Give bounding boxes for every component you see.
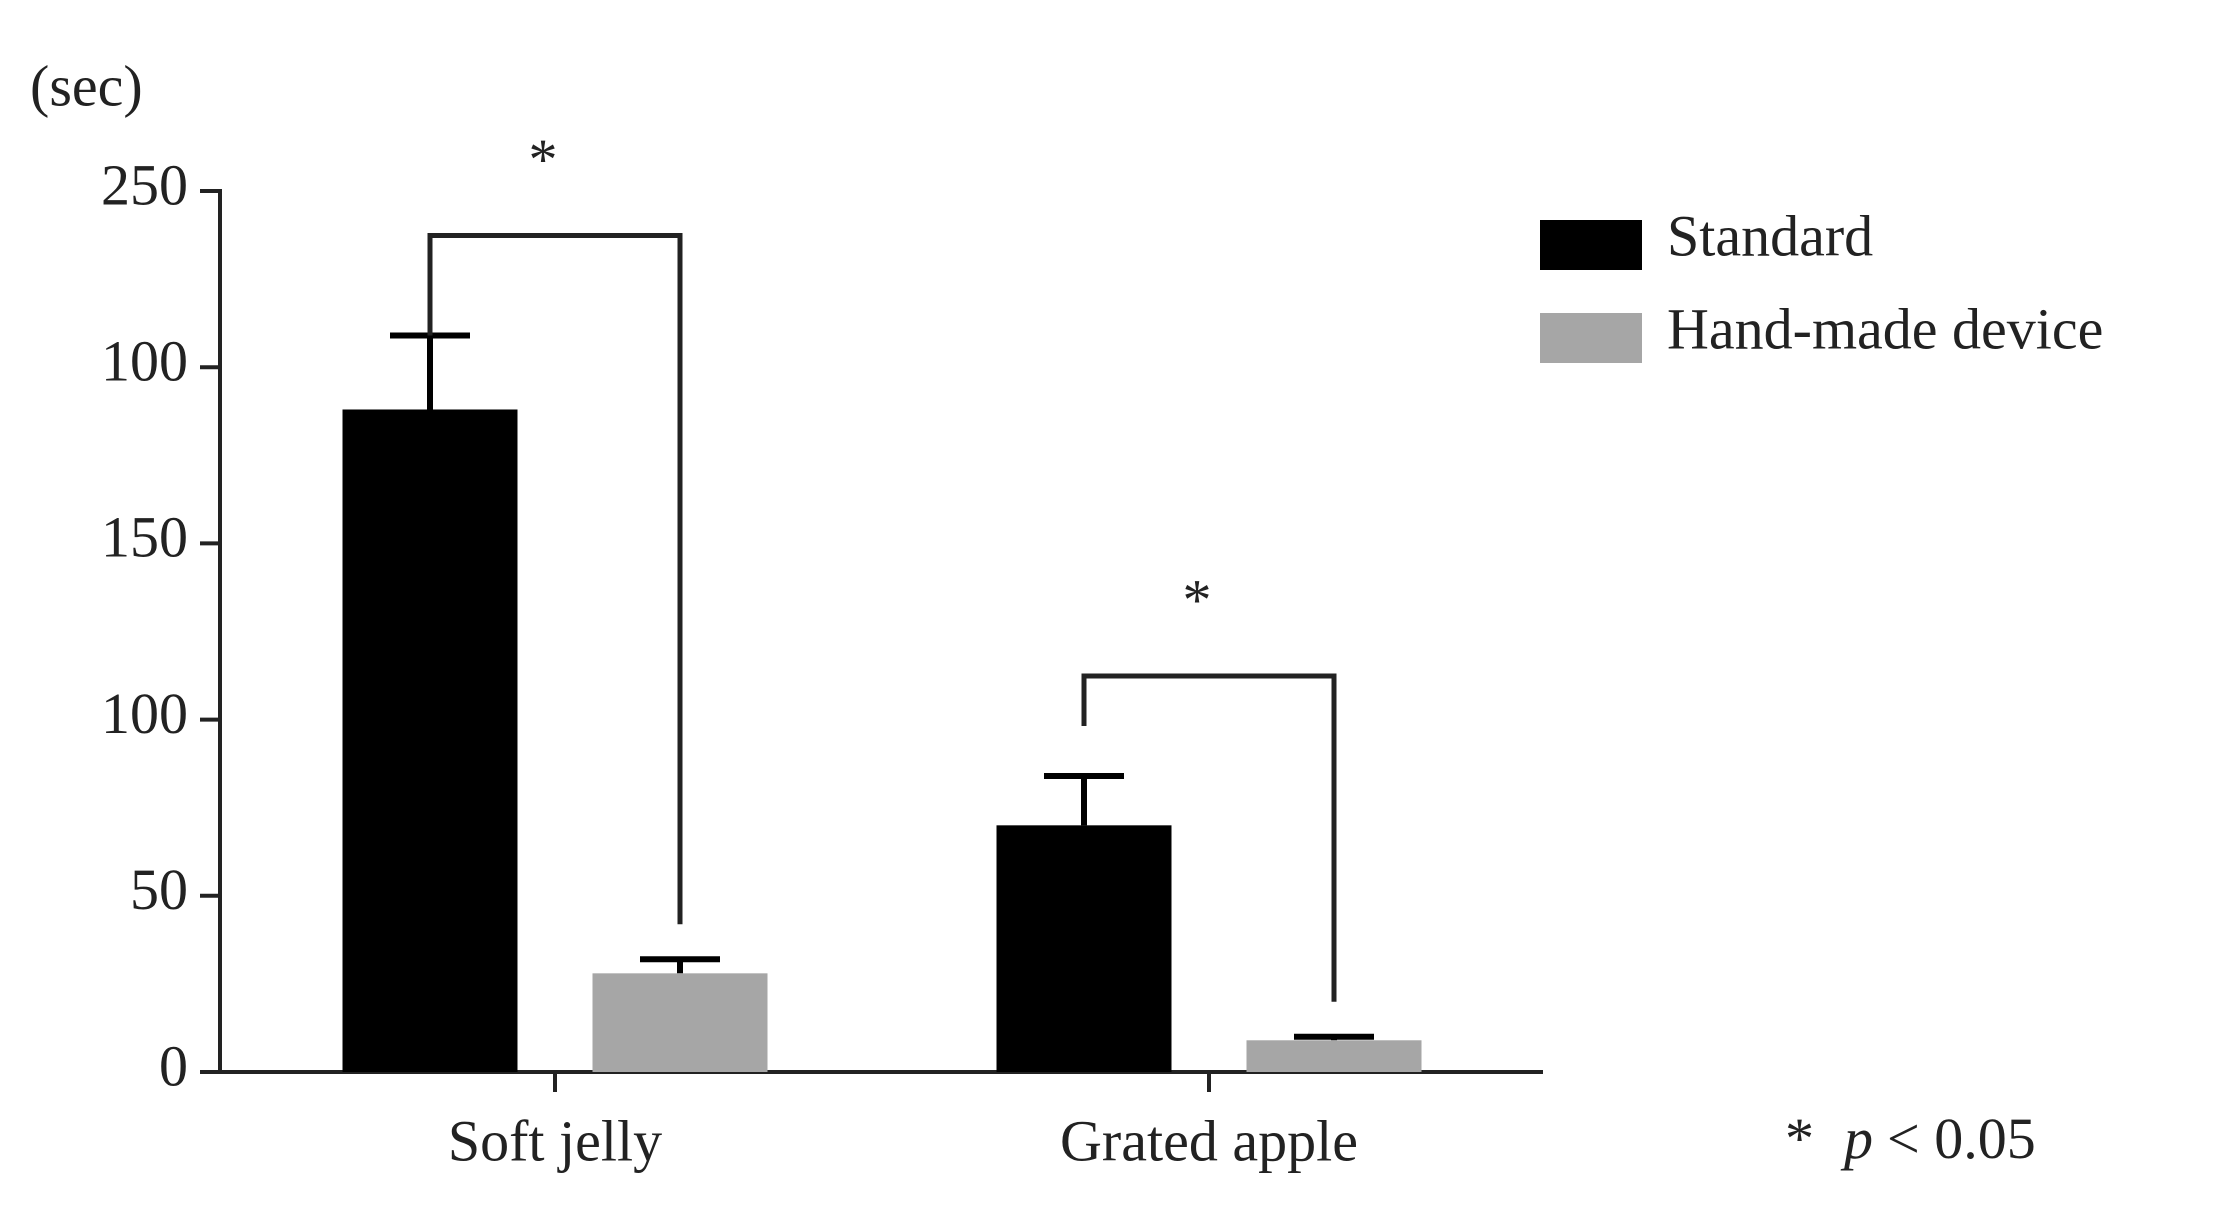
y-axis-label: (sec)	[30, 53, 143, 118]
y-tick-label: 50	[130, 857, 188, 922]
significance-mark: *	[529, 127, 558, 192]
significance-bracket	[1081, 673, 1337, 1002]
legend-label: Standard	[1667, 203, 1873, 268]
bar	[592, 973, 768, 1072]
y-tick-label: 100	[101, 681, 188, 746]
bar	[1246, 1040, 1422, 1072]
legend-label: Hand-made device	[1667, 296, 2103, 361]
y-tick-label: 100	[101, 329, 188, 394]
bar	[996, 825, 1172, 1072]
bar	[342, 409, 518, 1072]
note-symbol: *	[1785, 1106, 1814, 1171]
significance-note: * p < 0.05	[1785, 1106, 2036, 1171]
note-p: p	[1840, 1106, 1873, 1171]
note-threshold: < 0.05	[1887, 1106, 2036, 1171]
significance-bracket	[427, 232, 683, 925]
y-tick-label: 150	[101, 505, 188, 570]
y-tick-label: 250	[101, 152, 188, 217]
legend-swatch	[1540, 220, 1642, 270]
x-tick-label: Soft jelly	[448, 1108, 662, 1173]
legend-swatch	[1540, 313, 1642, 363]
x-tick-label: Grated apple	[1060, 1108, 1358, 1173]
y-tick-label: 0	[159, 1033, 188, 1098]
significance-mark: *	[1183, 567, 1212, 632]
